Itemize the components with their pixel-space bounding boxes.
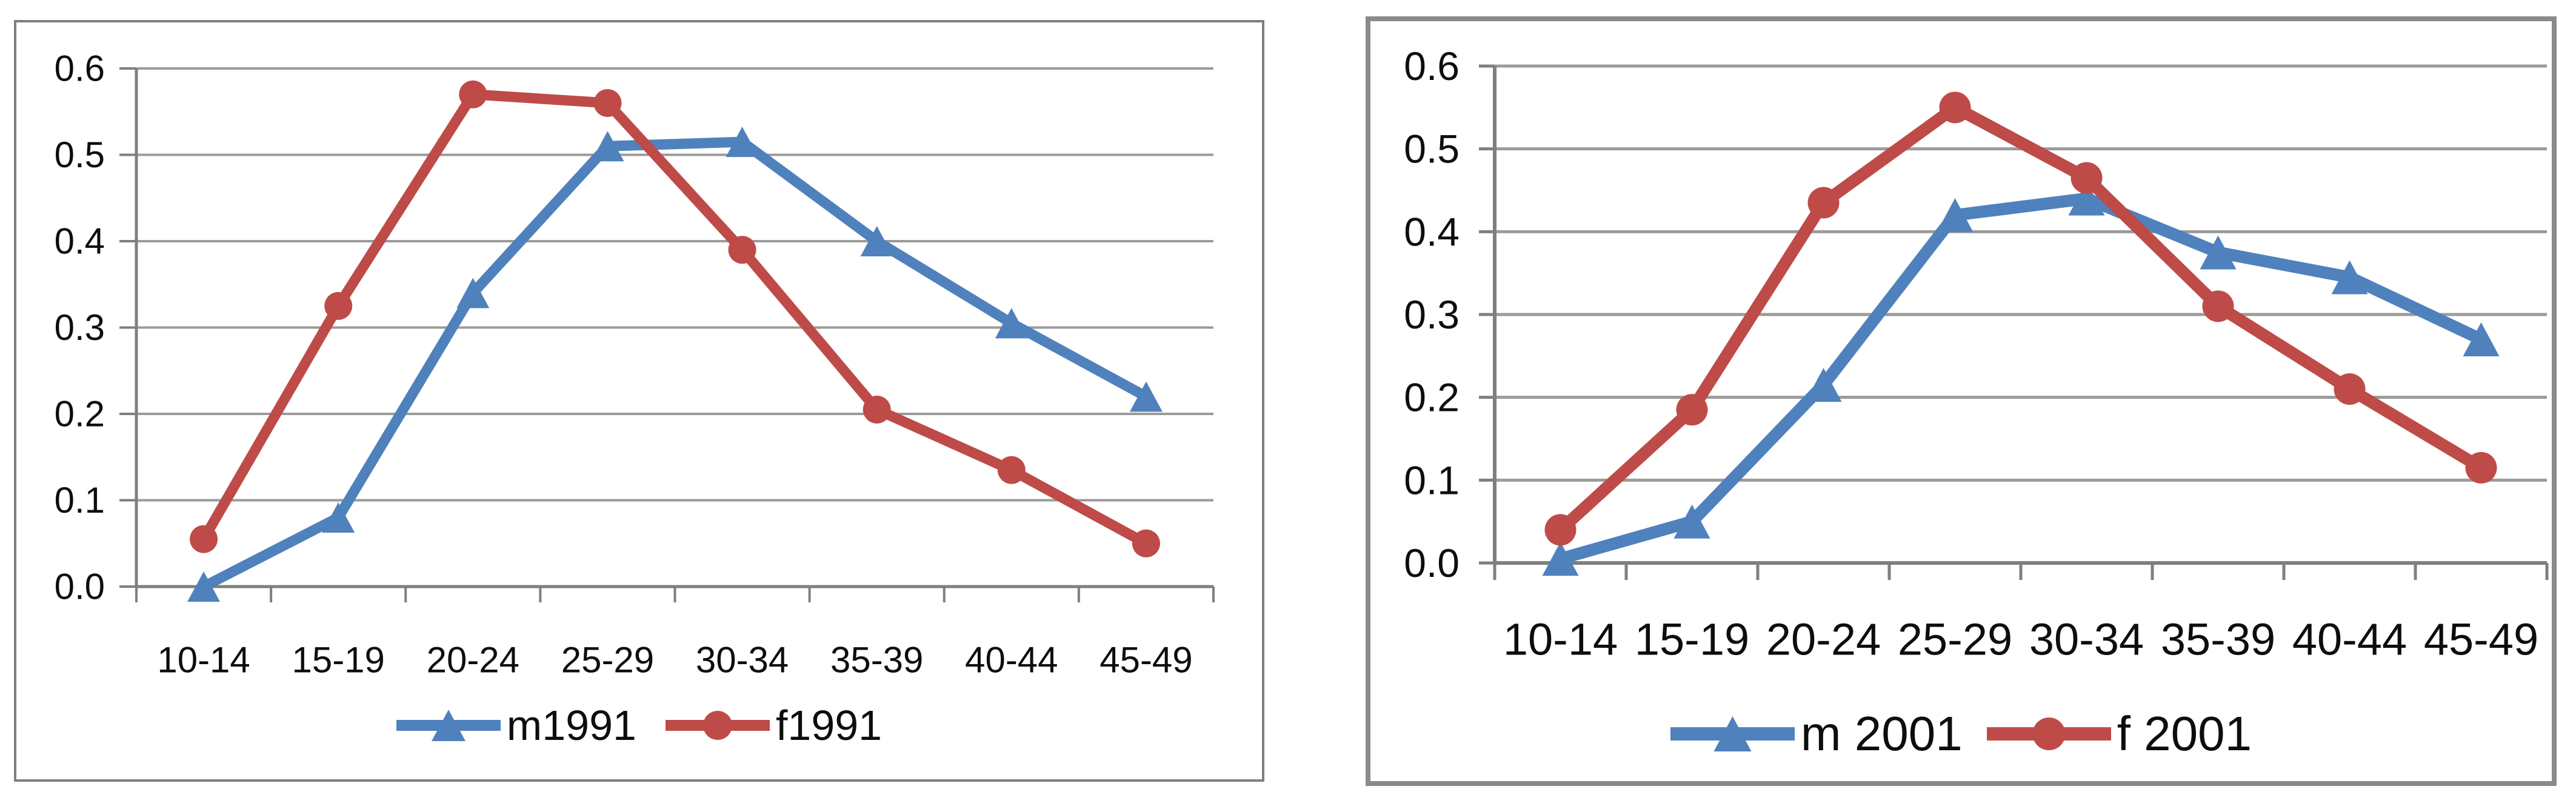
- series-line-m2001: [1554, 192, 2488, 565]
- f2001-line-circle-swatch-icon: [1986, 717, 2111, 750]
- series-f1991-circle-marker: [997, 456, 1026, 484]
- series-m2001-triangle-marker: [2068, 181, 2105, 216]
- series-f1991-circle-marker: [593, 89, 622, 117]
- legend-circle-marker: [2032, 717, 2066, 750]
- y-tick-label: 0.5: [55, 135, 105, 175]
- legend-triangle-marker: [1713, 716, 1752, 751]
- series-f1991-circle-marker: [324, 291, 353, 320]
- series-line-f2001: [1554, 101, 2488, 536]
- chart-1991: 0.6 0.5 0.4 0.3 0.2 0.1 0.0 10-14 15-19 20-24 25-2…: [14, 20, 1264, 782]
- chart-2001: 0.6 0.5 0.4 0.3 0.2 0.1 0.0 10-14 15-19 20-24 25-2…: [1366, 16, 2557, 786]
- series-m1991-triangle-marker: [1129, 381, 1163, 412]
- x-tick-label: 10-14: [157, 640, 250, 681]
- legend-label-m2001: m 2001: [1800, 707, 1963, 761]
- series-f1991-circle-marker: [190, 525, 218, 553]
- x-tick-label: 40-44: [965, 640, 1058, 681]
- series-f2001-circle-marker: [2465, 451, 2497, 484]
- x-tick-label: 20-24: [427, 640, 519, 681]
- legend-label-f1991: f1991: [775, 702, 883, 749]
- series-f2001-circle-marker: [2070, 162, 2103, 194]
- series-f1991-circle-marker: [1132, 529, 1160, 558]
- y-tick-label: 0.1: [55, 480, 105, 521]
- series-m1991-triangle-marker: [322, 502, 355, 533]
- x-tick-label: 30-34: [696, 640, 789, 681]
- series-m1991-triangle-marker: [995, 308, 1028, 339]
- series-m1991-triangle-marker: [860, 226, 893, 256]
- chart-1991-legend: m1991 f1991: [16, 700, 1262, 751]
- m2001-line-triangle-swatch-icon: [1670, 716, 1795, 751]
- m1991-line-triangle-swatch-icon: [396, 710, 501, 741]
- y-tick-label: 0.0: [55, 567, 105, 607]
- x-tick-label: 15-19: [292, 640, 384, 681]
- x-tick-label: 20-24: [1766, 614, 1881, 665]
- y-tick-label: 0.2: [1404, 375, 1460, 420]
- legend-item-f1991: f1991: [665, 701, 883, 750]
- chart-1991-plot: 0.6 0.5 0.4 0.3 0.2 0.1 0.0 10-14 15-19 20-24 25-2…: [55, 48, 1215, 681]
- y-tick-label: 0.4: [55, 221, 105, 262]
- series-f1991-circle-marker: [459, 80, 487, 108]
- series-m1991-triangle-marker: [591, 131, 624, 162]
- series-line-m1991: [198, 136, 1152, 592]
- x-tick-label: 15-19: [1635, 614, 1749, 665]
- series-m1991-triangle-marker: [456, 278, 490, 308]
- series-f2001-circle-marker: [1939, 92, 1971, 124]
- series-m2001-triangle-marker: [2200, 235, 2237, 270]
- series-f1991-circle-marker: [863, 395, 891, 424]
- y-tick-label: 0.5: [1404, 127, 1460, 171]
- series-f2001-circle-marker: [1544, 514, 1577, 546]
- x-tick-label: 45-49: [1099, 640, 1192, 681]
- series-m1991-triangle-marker: [187, 571, 221, 602]
- series-m2001-triangle-marker: [2463, 322, 2500, 356]
- legend-item-m1991: m1991: [396, 701, 636, 750]
- x-tick-label: 10-14: [1503, 614, 1618, 665]
- series-m2001-triangle-marker: [2331, 260, 2368, 295]
- y-tick-label: 0.4: [1404, 209, 1460, 254]
- series-m2001-triangle-marker: [1673, 504, 1710, 539]
- series-m1991-triangle-marker: [726, 127, 759, 158]
- x-tick-label: 45-49: [2424, 614, 2538, 665]
- f1991-line-circle-swatch-icon: [665, 711, 770, 740]
- x-tick-label: 30-34: [2029, 614, 2144, 665]
- x-tick-label: 35-39: [830, 640, 923, 681]
- legend-label-f2001: f 2001: [2117, 707, 2252, 761]
- x-tick-label: 40-44: [2292, 614, 2407, 665]
- y-tick-label: 0.2: [55, 394, 105, 434]
- series-m2001-triangle-marker: [1542, 542, 1579, 576]
- series-m2001-triangle-marker: [1805, 368, 1842, 402]
- series-f2001-circle-marker: [1676, 394, 1708, 426]
- y-tick-label: 0.6: [1404, 44, 1460, 88]
- x-tick-label: 25-29: [1898, 614, 2012, 665]
- chart-2001-plot: 0.6 0.5 0.4 0.3 0.2 0.1 0.0 10-14 15-19 20-24 25-2…: [1404, 44, 2549, 665]
- x-tick-label: 35-39: [2161, 614, 2275, 665]
- y-tick-label: 0.3: [55, 307, 105, 348]
- x-tick-label: 25-29: [561, 640, 654, 681]
- chart-2001-legend: m 2001 f 2001: [1370, 705, 2552, 763]
- legend-triangle-marker: [431, 710, 465, 741]
- legend-item-m2001: m 2001: [1670, 706, 1963, 762]
- y-tick-label: 0.6: [55, 48, 105, 89]
- series-m2001-triangle-marker: [1937, 198, 1974, 232]
- series-f1991-circle-marker: [728, 236, 756, 264]
- series-f2001-circle-marker: [1807, 187, 1840, 219]
- y-tick-label: 0.0: [1404, 541, 1460, 585]
- series-f2001-circle-marker: [2202, 290, 2234, 322]
- legend-label-m1991: m1991: [506, 702, 636, 749]
- series-f2001-circle-marker: [2334, 373, 2366, 405]
- legend-item-f2001: f 2001: [1986, 706, 2252, 762]
- y-tick-label: 0.3: [1404, 292, 1460, 337]
- series-line-f1991: [198, 89, 1152, 549]
- legend-circle-marker: [702, 711, 732, 740]
- y-tick-label: 0.1: [1404, 458, 1460, 502]
